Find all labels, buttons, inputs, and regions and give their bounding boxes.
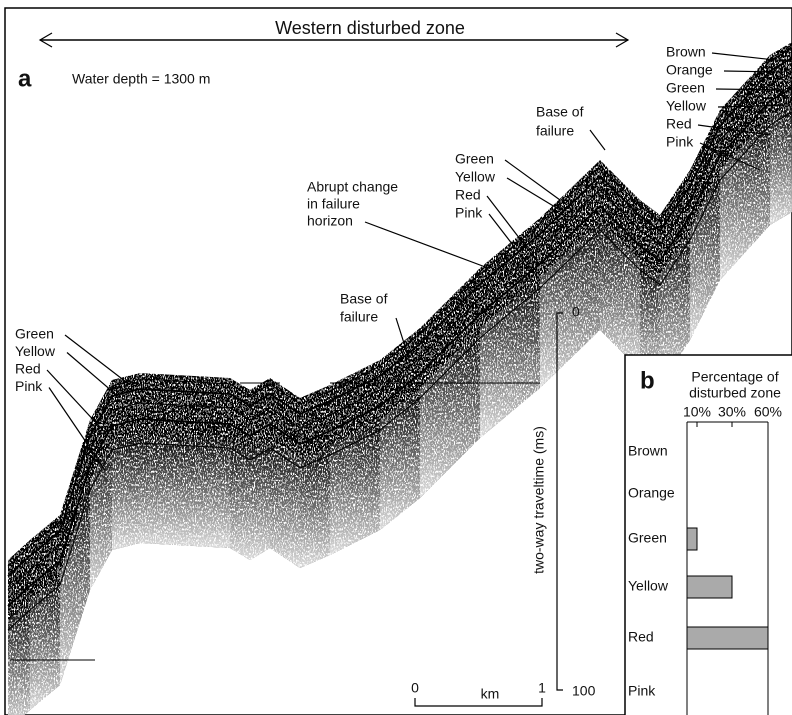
category-label: Orange xyxy=(628,485,675,501)
horizon-label: Green xyxy=(15,326,54,342)
leader-line xyxy=(723,70,783,73)
arrow-heads xyxy=(38,32,630,48)
bar xyxy=(686,626,769,650)
leader-line xyxy=(48,387,106,471)
leader-line xyxy=(717,104,791,108)
leader-line xyxy=(711,52,776,61)
fade xyxy=(270,438,300,573)
horizon-label: Green xyxy=(666,80,705,96)
fade xyxy=(690,170,720,345)
horizon-label: Pink xyxy=(15,378,43,394)
leader-line xyxy=(486,195,541,266)
horizon xyxy=(7,71,792,591)
horizon xyxy=(7,47,792,567)
fade xyxy=(112,433,140,555)
horizon xyxy=(7,57,792,577)
fade xyxy=(300,445,330,573)
km-unit: km xyxy=(481,686,500,702)
chart-title: Percentage of xyxy=(691,369,778,385)
leader-line xyxy=(589,129,606,151)
fade xyxy=(250,438,270,565)
leader-line xyxy=(715,88,787,91)
horizon-label: failure xyxy=(340,309,378,325)
fade xyxy=(30,575,60,715)
fade xyxy=(380,388,420,535)
panel-b-label: b xyxy=(640,367,655,394)
horizon-label: Red xyxy=(666,116,692,132)
panel-b-frame xyxy=(624,354,792,715)
time-top: 0 xyxy=(572,304,580,320)
horizon-labels: BrownOrangeGreenYellowRedPinkGreenYellow… xyxy=(15,44,791,471)
leader-line xyxy=(504,159,561,201)
horizon-label: Abrupt change xyxy=(307,179,398,195)
fade xyxy=(600,220,640,375)
fade xyxy=(660,230,690,390)
horizon-label: failure xyxy=(536,123,574,139)
horizon-label: Red xyxy=(15,361,41,377)
horizon-label: horizon xyxy=(307,213,353,229)
panel-a-frame xyxy=(4,7,792,715)
horizon xyxy=(7,111,792,631)
km-start: 0 xyxy=(411,680,419,696)
fade xyxy=(540,220,600,393)
leader-line xyxy=(395,317,411,363)
fade xyxy=(330,420,380,560)
category-label: Pink xyxy=(628,683,656,699)
x-tick-label: 30% xyxy=(718,404,746,420)
panel-label: a xyxy=(18,65,32,92)
distance-scale: 0 km 1 xyxy=(411,680,546,707)
category-label: Red xyxy=(628,629,654,645)
leader-line xyxy=(697,124,771,136)
water-depth: Water depth = 1300 m xyxy=(72,71,210,87)
bar xyxy=(686,527,698,551)
fade xyxy=(420,328,480,503)
horizon-label: Yellow xyxy=(455,169,496,185)
leader-line xyxy=(506,177,561,211)
horizon-label: Green xyxy=(455,151,494,167)
leader-line xyxy=(488,213,541,281)
horizon-label: Pink xyxy=(666,134,694,150)
horizon-label: Orange xyxy=(666,62,713,78)
fade xyxy=(140,433,230,553)
chart-title: disturbed zone xyxy=(689,385,781,401)
horizon-label: Brown xyxy=(666,44,706,60)
category-label: Yellow xyxy=(628,578,669,594)
time-label: two-way traveltime (ms) xyxy=(531,426,547,574)
x-tick-label: 10% xyxy=(683,404,711,420)
km-end: 1 xyxy=(538,680,546,696)
category-label: Green xyxy=(628,530,667,546)
horizon-label: Red xyxy=(455,187,481,203)
leader-line xyxy=(699,142,761,171)
horizon-label: Yellow xyxy=(666,98,707,114)
leader-line xyxy=(364,221,489,269)
category-label: Brown xyxy=(628,443,668,459)
horizon-label: Pink xyxy=(455,205,483,221)
fade xyxy=(90,440,112,595)
horizon-label: Yellow xyxy=(15,343,56,359)
x-tick-label: 60% xyxy=(754,404,782,420)
horizon-label: Base of xyxy=(536,104,584,120)
horizon xyxy=(7,87,792,607)
time-bottom: 100 xyxy=(572,683,596,699)
horizon-label: in failure xyxy=(307,196,360,212)
fade xyxy=(60,480,90,690)
time-scale: 0 100 two-way traveltime (ms) xyxy=(531,304,596,699)
leader-line xyxy=(46,369,113,441)
zone-title: Western disturbed zone xyxy=(275,18,465,38)
leader-line xyxy=(66,352,121,399)
fade xyxy=(770,102,792,230)
horizon-label: Base of xyxy=(340,291,388,307)
fade xyxy=(230,438,250,565)
leader-line xyxy=(64,334,131,386)
fade xyxy=(8,600,30,715)
bar xyxy=(686,575,733,599)
